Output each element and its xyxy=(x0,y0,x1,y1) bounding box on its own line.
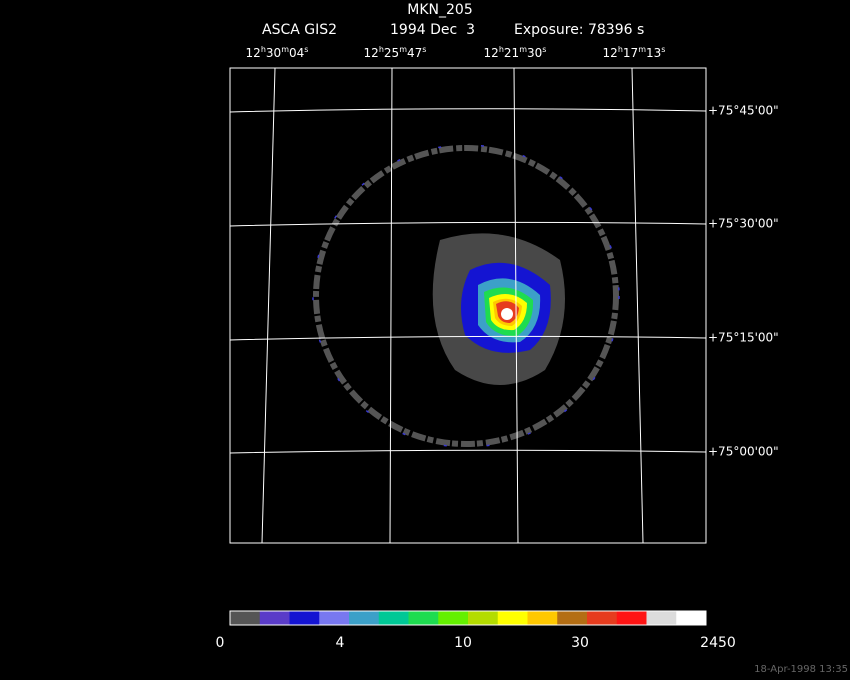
ra-number: 12 xyxy=(246,46,261,60)
colorbar-frame xyxy=(229,610,707,626)
ra-unit: m xyxy=(638,45,646,54)
colorbar-swatch xyxy=(378,611,409,625)
colorbar-swatch xyxy=(527,611,558,625)
ra-unit: h xyxy=(499,45,504,54)
colorbar-label: 2450 xyxy=(700,635,736,651)
coordinate-grid xyxy=(229,67,707,544)
colorbar-swatch xyxy=(616,611,647,625)
ra-number: 04 xyxy=(289,46,304,60)
ra-unit: s xyxy=(542,45,546,54)
ra-number: 30 xyxy=(527,46,542,60)
ra-unit: h xyxy=(379,45,384,54)
ra-number: 12 xyxy=(364,46,379,60)
dec-label: +75°45'00" xyxy=(708,104,779,118)
sky-image xyxy=(230,68,706,543)
ra-label: 12h21m30s xyxy=(484,45,547,60)
colorbar-swatch xyxy=(349,611,380,625)
colorbar: 0 4 10 30 2450 xyxy=(216,610,736,651)
ra-unit: s xyxy=(304,45,308,54)
dec-label: +75°15'00" xyxy=(708,331,779,345)
ra-number: 12 xyxy=(484,46,499,60)
instrument: ASCA GIS2 xyxy=(262,22,337,38)
colorbar-label: 10 xyxy=(454,635,472,651)
dec-label: +75°30'00" xyxy=(708,217,779,231)
colorbar-swatch xyxy=(289,611,320,625)
dec-labels: +75°45'00" +75°30'00" +75°15'00" +75°00'00" xyxy=(708,104,779,459)
colorbar-swatch xyxy=(319,611,350,625)
ra-unit: m xyxy=(519,45,527,54)
colorbar-swatch xyxy=(646,611,677,625)
ra-unit: s xyxy=(661,45,665,54)
ra-number: 47 xyxy=(407,46,422,60)
ra-number: 21 xyxy=(504,46,519,60)
ra-labels: 12h30m04s 12h25m47s 12h21m30s 12h17m13s xyxy=(246,45,666,60)
ra-unit: s xyxy=(422,45,426,54)
colorbar-swatch xyxy=(676,611,707,625)
colorbar-swatch xyxy=(408,611,439,625)
title: MKN_205 xyxy=(407,2,472,18)
colorbar-swatch xyxy=(557,611,588,625)
timestamp: 18-Apr-1998 13:35 xyxy=(754,664,848,675)
colorbar-label: 30 xyxy=(571,635,589,651)
ra-number: 25 xyxy=(384,46,399,60)
ra-label: 12h17m13s xyxy=(603,45,666,60)
colorbar-swatch xyxy=(497,611,528,625)
colorbar-swatch xyxy=(587,611,618,625)
ra-unit: m xyxy=(399,45,407,54)
colorbar-swatch xyxy=(230,611,261,625)
colorbar-swatch xyxy=(259,611,290,625)
ra-number: 12 xyxy=(603,46,618,60)
ra-unit: m xyxy=(281,45,289,54)
exposure: Exposure: 78396 s xyxy=(514,22,644,38)
dec-label: +75°00'00" xyxy=(708,445,779,459)
colorbar-swatch xyxy=(468,611,499,625)
ra-number: 13 xyxy=(646,46,661,60)
ra-unit: h xyxy=(261,45,266,54)
ra-label: 12h25m47s xyxy=(364,45,427,60)
ra-number: 17 xyxy=(623,46,638,60)
colorbar-label: 0 xyxy=(216,635,225,651)
ra-label: 12h30m04s xyxy=(246,45,309,60)
colorbar-label: 4 xyxy=(336,635,345,651)
date: 1994 Dec 3 xyxy=(390,22,475,38)
ra-number: 30 xyxy=(266,46,281,60)
colorbar-swatch xyxy=(438,611,469,625)
ra-unit: h xyxy=(618,45,623,54)
